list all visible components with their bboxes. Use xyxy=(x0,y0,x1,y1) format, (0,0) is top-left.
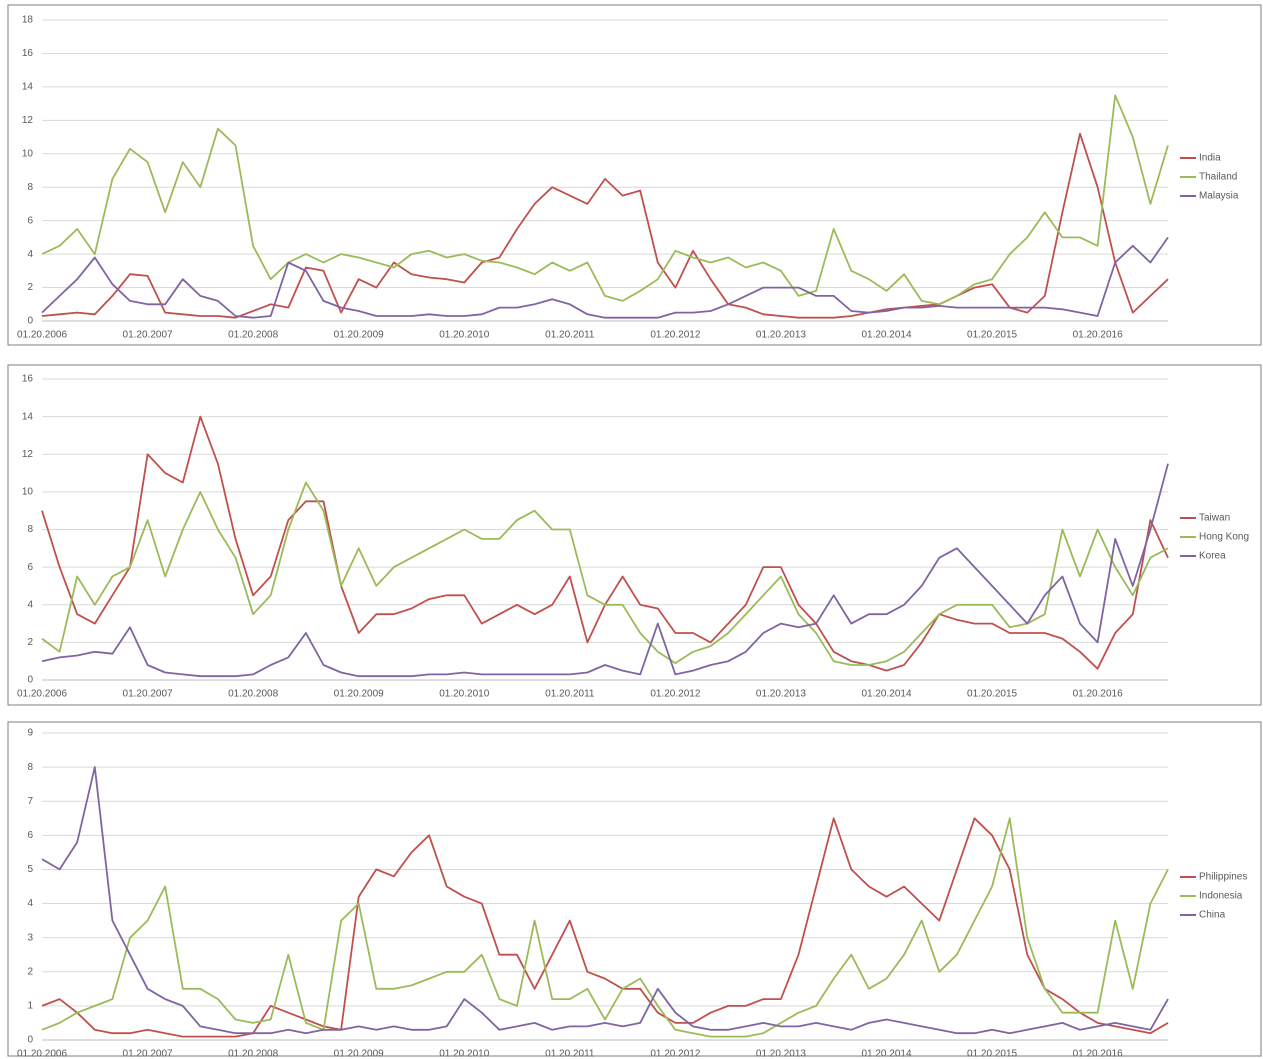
x-tick-label: 01.20.2014 xyxy=(861,689,911,700)
x-tick-label: 01.20.2012 xyxy=(650,689,700,700)
x-tick-label: 01.20.2006 xyxy=(17,1049,67,1059)
y-tick-label: 16 xyxy=(22,374,34,385)
y-tick-label: 8 xyxy=(27,762,33,773)
x-tick-label: 01.20.2008 xyxy=(228,1049,278,1059)
x-tick-label: 01.20.2015 xyxy=(967,1049,1017,1059)
legend-label: Korea xyxy=(1199,551,1226,562)
y-tick-label: 0 xyxy=(27,675,33,686)
x-tick-label: 01.20.2010 xyxy=(439,689,489,700)
chart-frame xyxy=(7,721,1262,1057)
x-tick-label: 01.20.2009 xyxy=(334,1049,384,1059)
x-tick-label: 01.20.2007 xyxy=(123,689,173,700)
y-tick-label: 4 xyxy=(27,599,33,610)
y-tick-label: 2 xyxy=(27,966,33,977)
x-tick-label: 01.20.2014 xyxy=(861,330,911,341)
series-line xyxy=(41,817,1169,1038)
legend-label: Indonesia xyxy=(1199,891,1243,902)
y-tick-label: 14 xyxy=(22,82,34,93)
y-tick-label: 6 xyxy=(27,830,33,841)
y-tick-label: 18 xyxy=(22,15,34,26)
legend-label: Malaysia xyxy=(1199,191,1239,202)
chart-frame xyxy=(7,4,1262,346)
series-line xyxy=(41,463,1169,678)
y-tick-label: 5 xyxy=(27,864,33,875)
x-tick-label: 01.20.2010 xyxy=(439,330,489,341)
y-tick-label: 3 xyxy=(27,932,33,943)
legend-label: China xyxy=(1199,910,1226,921)
series-line xyxy=(41,481,1169,666)
legend-label: Taiwan xyxy=(1199,513,1230,524)
x-tick-label: 01.20.2011 xyxy=(545,1049,595,1059)
y-tick-label: 8 xyxy=(27,182,33,193)
series-line xyxy=(41,236,1169,319)
x-tick-label: 01.20.2009 xyxy=(334,330,384,341)
x-tick-label: 01.20.2012 xyxy=(650,330,700,341)
x-tick-label: 01.20.2008 xyxy=(228,330,278,341)
x-tick-label: 01.20.2015 xyxy=(967,330,1017,341)
y-tick-label: 4 xyxy=(27,249,33,260)
x-tick-label: 01.20.2013 xyxy=(756,330,806,341)
y-tick-label: 10 xyxy=(22,487,34,498)
y-tick-label: 1 xyxy=(27,1001,33,1012)
x-tick-label: 01.20.2014 xyxy=(861,1049,911,1059)
legend-label: Hong Kong xyxy=(1199,532,1249,543)
chart-frame xyxy=(7,364,1262,706)
y-tick-label: 4 xyxy=(27,898,33,909)
y-tick-label: 12 xyxy=(22,449,34,460)
x-tick-label: 01.20.2009 xyxy=(334,689,384,700)
x-tick-label: 01.20.2010 xyxy=(439,1049,489,1059)
x-tick-label: 01.20.2016 xyxy=(1073,330,1123,341)
x-tick-label: 01.20.2016 xyxy=(1073,1049,1123,1059)
x-tick-label: 01.20.2011 xyxy=(545,689,595,700)
series-line xyxy=(41,766,1169,1035)
legend-label: Philippines xyxy=(1199,872,1247,883)
x-tick-label: 01.20.2007 xyxy=(123,1049,173,1059)
x-tick-label: 01.20.2008 xyxy=(228,689,278,700)
y-tick-label: 12 xyxy=(22,115,34,126)
x-tick-label: 01.20.2006 xyxy=(17,330,67,341)
x-tick-label: 01.20.2012 xyxy=(650,1049,700,1059)
y-tick-label: 2 xyxy=(27,282,33,293)
legend-label: Thailand xyxy=(1199,172,1237,183)
series-line xyxy=(41,94,1169,306)
x-tick-label: 01.20.2007 xyxy=(123,330,173,341)
series-line xyxy=(41,817,1169,1038)
y-tick-label: 9 xyxy=(27,728,33,739)
y-tick-label: 16 xyxy=(22,48,34,59)
series-line xyxy=(41,132,1169,319)
y-tick-label: 6 xyxy=(27,562,33,573)
y-tick-label: 8 xyxy=(27,524,33,535)
y-tick-label: 6 xyxy=(27,215,33,226)
y-tick-label: 0 xyxy=(27,316,33,327)
y-tick-label: 10 xyxy=(22,148,34,159)
y-tick-label: 0 xyxy=(27,1035,33,1046)
x-tick-label: 01.20.2013 xyxy=(756,689,806,700)
y-tick-label: 7 xyxy=(27,796,33,807)
x-tick-label: 01.20.2011 xyxy=(545,330,595,341)
legend-label: India xyxy=(1199,153,1221,164)
x-tick-label: 01.20.2006 xyxy=(17,689,67,700)
x-tick-label: 01.20.2015 xyxy=(967,689,1017,700)
y-tick-label: 14 xyxy=(22,411,34,422)
x-tick-label: 01.20.2013 xyxy=(756,1049,806,1059)
y-tick-label: 2 xyxy=(27,637,33,648)
x-tick-label: 01.20.2016 xyxy=(1073,689,1123,700)
